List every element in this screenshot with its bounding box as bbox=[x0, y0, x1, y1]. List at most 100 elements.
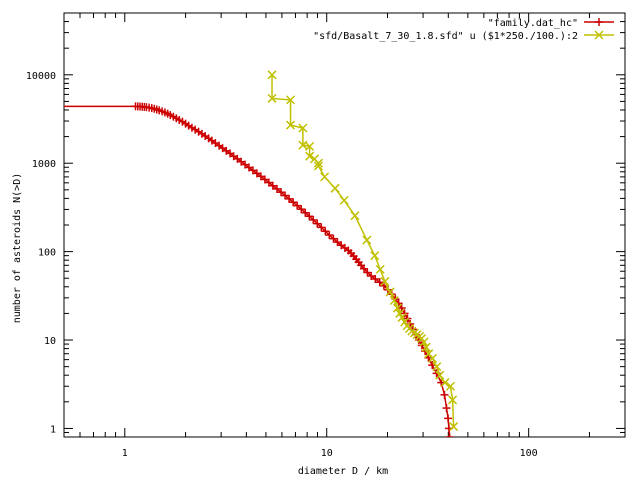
data-point bbox=[371, 275, 380, 284]
series-line bbox=[271, 74, 455, 427]
marker-stroke-b bbox=[432, 362, 442, 372]
data-point bbox=[272, 184, 281, 193]
data-point bbox=[313, 158, 323, 168]
x-tick-label: 10 bbox=[321, 448, 333, 459]
data-point bbox=[305, 151, 315, 161]
data-point bbox=[389, 295, 399, 306]
marker-stroke-b bbox=[375, 264, 385, 274]
data-point bbox=[325, 231, 334, 240]
marker-stroke-b bbox=[385, 287, 395, 297]
data-point bbox=[301, 208, 310, 217]
data-point bbox=[350, 211, 360, 221]
data-point bbox=[317, 223, 326, 232]
marker-stroke-b bbox=[320, 172, 330, 182]
y-tick-label: 1 bbox=[50, 424, 56, 435]
marker-stroke-b bbox=[397, 312, 407, 322]
data-point bbox=[309, 215, 318, 224]
marker-stroke-b bbox=[330, 183, 340, 193]
marker-stroke-b bbox=[594, 30, 604, 40]
marker-stroke-b bbox=[309, 154, 320, 164]
marker-stroke-b bbox=[448, 395, 458, 405]
data-point bbox=[392, 303, 402, 313]
data-point bbox=[285, 194, 294, 203]
marker-stroke-b bbox=[435, 370, 445, 380]
data-point bbox=[286, 120, 296, 130]
data-point bbox=[313, 161, 323, 171]
marker-stroke-b bbox=[419, 337, 429, 347]
y-axis-ticks: 1 10 100 1000 10000 bbox=[26, 12, 625, 438]
y-axis-label: number of asteroids N(>D) bbox=[12, 173, 23, 324]
marker-stroke-b bbox=[362, 235, 372, 245]
legend-label: "family.dat_hc" bbox=[488, 18, 578, 29]
data-point bbox=[440, 378, 450, 388]
marker-stroke-b bbox=[395, 308, 405, 318]
data-point bbox=[297, 205, 306, 214]
marker-stroke-b bbox=[267, 93, 277, 103]
marker-stroke-b bbox=[305, 141, 315, 151]
data-point bbox=[449, 422, 459, 432]
marker-stroke-b bbox=[286, 95, 296, 105]
data-point bbox=[277, 188, 286, 197]
data-point bbox=[435, 370, 445, 380]
marker-stroke-b bbox=[440, 378, 450, 388]
data-point bbox=[419, 337, 429, 347]
marker-stroke-b bbox=[417, 333, 427, 344]
marker-stroke-b bbox=[392, 303, 402, 313]
data-point bbox=[367, 271, 376, 280]
series-1 bbox=[64, 102, 454, 437]
data-point bbox=[339, 195, 349, 205]
marker-stroke-b bbox=[449, 422, 459, 432]
y-tick-label: 10000 bbox=[26, 71, 56, 82]
series-2 bbox=[267, 70, 459, 432]
marker-stroke-b bbox=[427, 353, 438, 363]
y-tick-label: 1000 bbox=[32, 159, 56, 170]
y-tick-label: 10 bbox=[44, 336, 56, 347]
data-point bbox=[362, 235, 372, 245]
data-point bbox=[298, 123, 308, 133]
data-point bbox=[445, 381, 455, 391]
data-point bbox=[305, 141, 315, 151]
marker-stroke-b bbox=[445, 381, 455, 391]
marker-stroke-b bbox=[305, 151, 315, 161]
marker-stroke-b bbox=[267, 70, 277, 80]
legend-label: "sfd/Basalt_7_30_1.8.sfd" u ($1*250./100… bbox=[313, 31, 578, 42]
marker-stroke-b bbox=[370, 251, 380, 261]
legend-marker bbox=[595, 18, 603, 26]
data-point bbox=[267, 93, 277, 103]
marker-stroke-b bbox=[313, 158, 323, 168]
data-point bbox=[370, 251, 380, 261]
marker-stroke-b bbox=[286, 120, 296, 130]
data-point bbox=[305, 212, 314, 221]
data-point bbox=[427, 353, 438, 363]
marker-stroke-b bbox=[389, 295, 399, 306]
data-point bbox=[293, 201, 302, 210]
data-point bbox=[313, 219, 322, 228]
marker-stroke-b bbox=[298, 123, 308, 133]
data-point bbox=[289, 198, 298, 207]
marker-stroke-b bbox=[400, 317, 410, 327]
y-tick-label: 100 bbox=[38, 248, 56, 259]
data-point bbox=[320, 172, 330, 182]
data-point bbox=[432, 362, 442, 372]
data-point bbox=[421, 342, 431, 352]
plot-frame bbox=[63, 12, 626, 438]
data-point bbox=[397, 312, 407, 322]
data-point bbox=[380, 276, 390, 286]
data-point bbox=[329, 234, 338, 243]
x-tick-label: 100 bbox=[520, 448, 538, 459]
marker-stroke-b bbox=[421, 342, 431, 352]
data-point bbox=[442, 404, 451, 413]
marker-stroke-b bbox=[313, 161, 323, 171]
data-point bbox=[440, 390, 449, 399]
data-point bbox=[286, 95, 296, 105]
series-layer bbox=[64, 70, 459, 437]
plot-border bbox=[63, 12, 626, 438]
legend-marker bbox=[594, 30, 604, 40]
legend: "family.dat_hc" "sfd/Basalt_7_30_1.8.sfd"… bbox=[313, 18, 614, 42]
data-point bbox=[375, 264, 385, 274]
data-point bbox=[267, 70, 277, 80]
data-point bbox=[444, 414, 453, 423]
series-line bbox=[64, 105, 451, 437]
x-tick-label: 1 bbox=[122, 448, 128, 459]
